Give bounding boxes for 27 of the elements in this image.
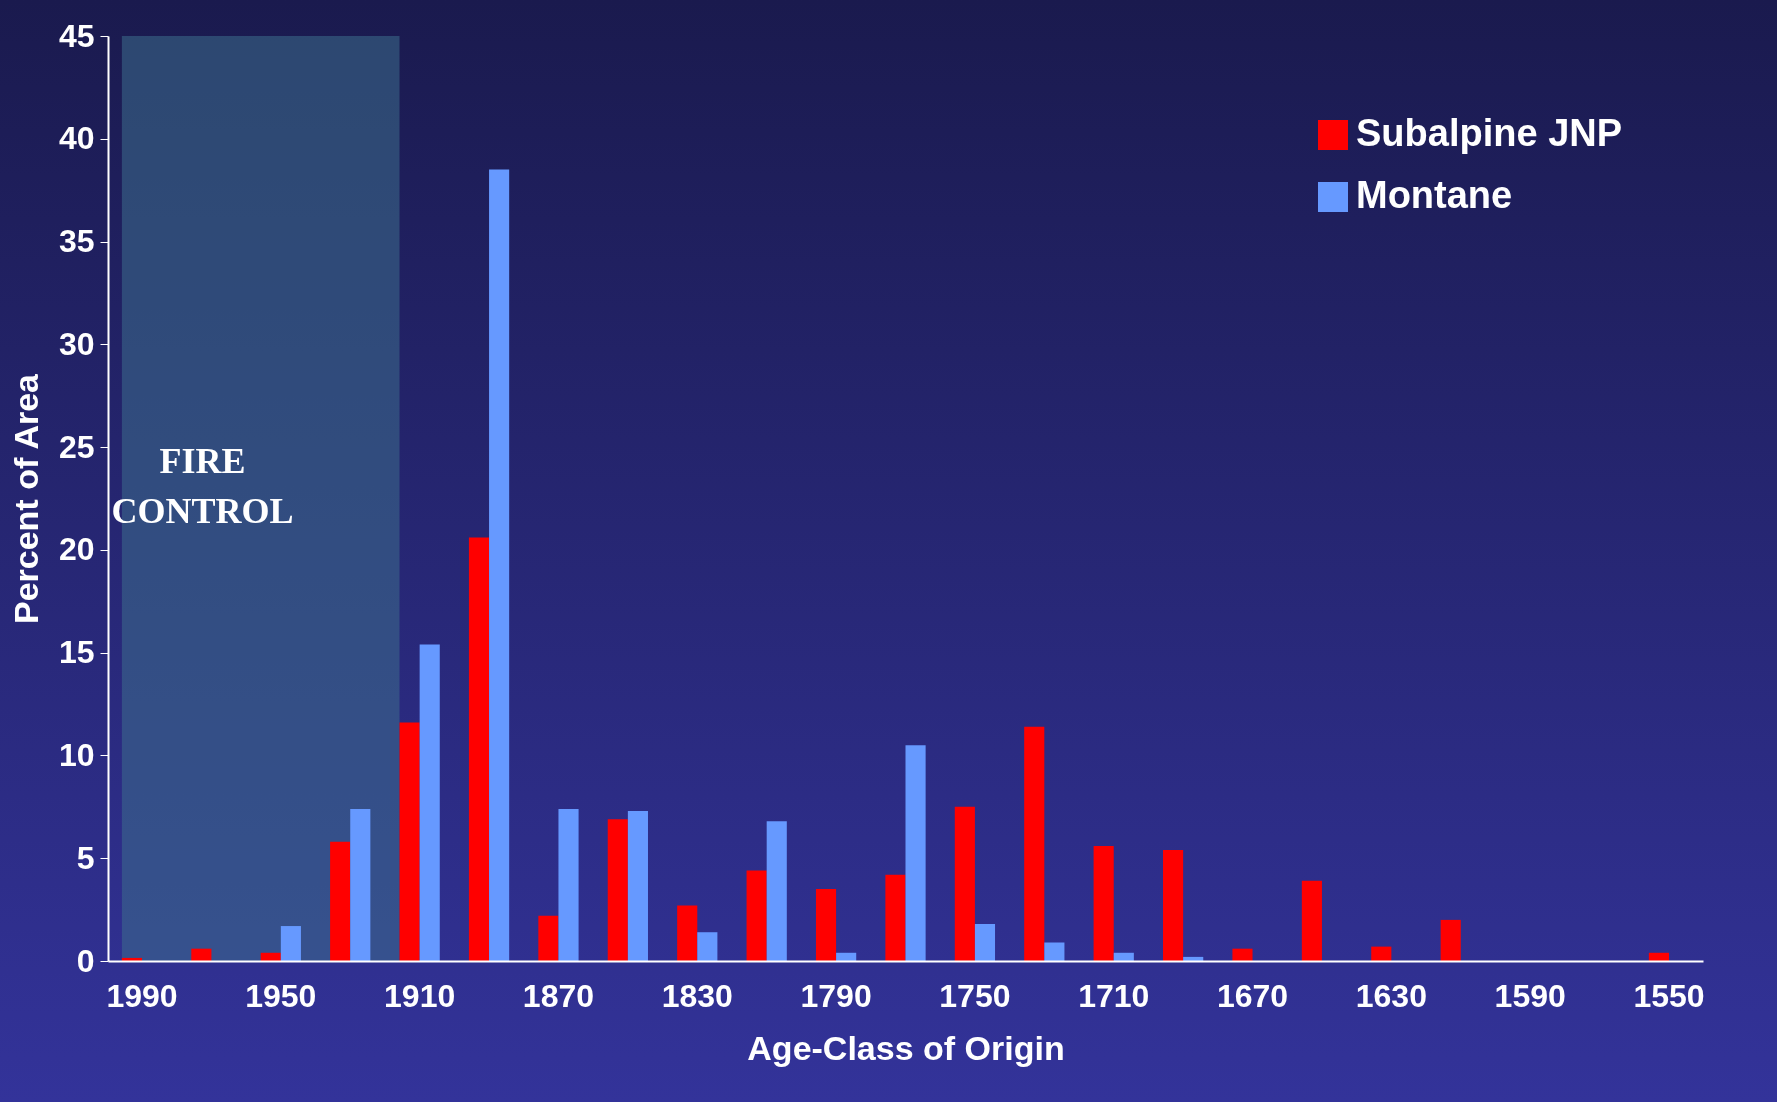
x-tick-label: 1830 [661, 977, 733, 1014]
x-axis-title: Age-Class of Origin [747, 1028, 1065, 1067]
y-axis-title: Percent of Area [6, 372, 45, 625]
x-tick-label: 1630 [1355, 977, 1427, 1014]
legend-label: Subalpine JNP [1356, 112, 1623, 154]
y-tick-label: 25 [58, 428, 95, 465]
y-tick-label: 20 [58, 531, 95, 568]
x-tick-label: 1590 [1494, 977, 1566, 1014]
y-tick-label: 0 [76, 942, 95, 979]
y-tick-label: 30 [58, 325, 95, 362]
y-tick-label: 35 [58, 223, 95, 260]
band-label: FIRE CONTROL [111, 440, 294, 531]
x-tick-label: 1910 [384, 977, 456, 1014]
legend-label: Montane [1356, 174, 1513, 216]
y-tick-label: 45 [58, 17, 95, 54]
y-tick-label: 10 [58, 736, 95, 773]
x-tick-label: 1870 [522, 977, 595, 1014]
x-tick-label: 1750 [939, 977, 1011, 1014]
y-tick-label: 5 [76, 839, 95, 876]
y-tick-label: 15 [58, 634, 95, 671]
x-tick-label: 1950 [245, 977, 317, 1014]
x-tick-label: 1670 [1216, 977, 1289, 1014]
x-tick-label: 1550 [1633, 977, 1705, 1014]
x-tick-label: 1710 [1078, 977, 1150, 1014]
x-tick-label: 1790 [800, 977, 872, 1014]
y-tick-label: 40 [58, 120, 95, 157]
x-tick-label: 1990 [106, 977, 178, 1014]
